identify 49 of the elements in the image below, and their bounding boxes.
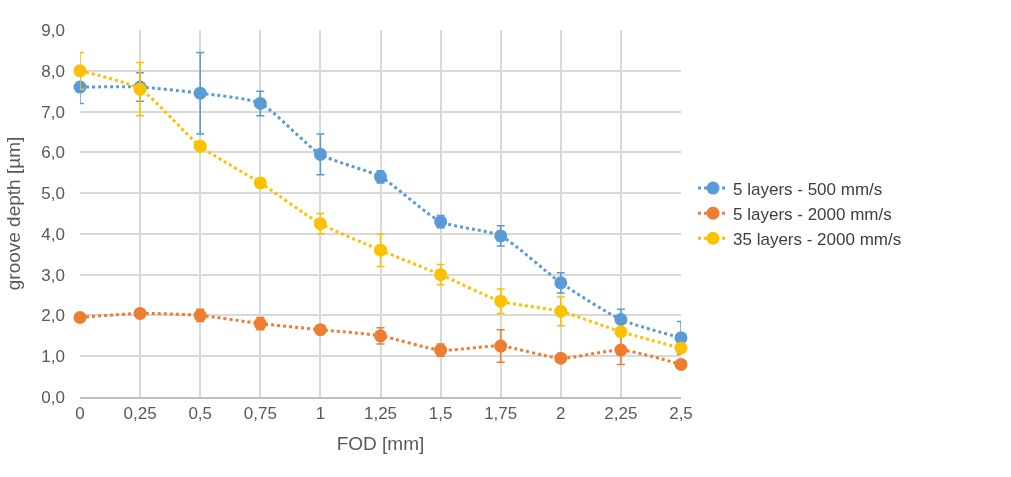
point (614, 325, 628, 339)
legend-label: 35 layers - 2000 mm/s (733, 229, 902, 249)
x-tick-label: 1,25 (363, 404, 398, 424)
y-tick-label: 0,0 (41, 387, 65, 407)
point (193, 86, 207, 100)
point (614, 313, 628, 327)
x-tick-label: 1 (315, 404, 326, 424)
point (253, 96, 267, 110)
point (674, 357, 688, 371)
x-tick-label: 0 (75, 404, 85, 424)
y-tick-label: 6,0 (41, 143, 65, 163)
legend-label: 5 layers - 500 mm/s (733, 179, 883, 199)
point (434, 268, 448, 282)
point (73, 310, 87, 324)
y-tick-label: 7,0 (41, 102, 65, 122)
point (374, 243, 387, 257)
point (614, 343, 628, 357)
point (133, 306, 147, 320)
x-tick-label: 2,25 (604, 404, 638, 424)
x-tick-label: 0,25 (123, 404, 157, 424)
point (73, 64, 87, 78)
x-tick-label: 0,75 (243, 404, 277, 424)
x-tick-label: 2 (556, 404, 566, 424)
x-tick-label: 2,5 (669, 404, 693, 424)
x-tick-label: 1,5 (428, 404, 453, 424)
point (193, 139, 207, 153)
legend-label: 5 layers - 2000 mm/s (733, 204, 892, 224)
point (494, 339, 508, 353)
y-tick-label: 2,0 (41, 306, 65, 326)
y-tick-label: 9,0 (41, 20, 65, 40)
point (313, 147, 327, 161)
point (313, 323, 327, 337)
point (554, 276, 568, 290)
y-tick-label: 4,0 (41, 224, 65, 244)
point (494, 294, 508, 308)
point (494, 229, 508, 243)
y-tick-label: 8,0 (41, 61, 65, 81)
point (554, 351, 568, 365)
y-tick-label: 3,0 (41, 265, 65, 285)
x-tick-label: 1,75 (484, 404, 518, 424)
point (313, 217, 327, 231)
x-axis-title: FOD [mm] (336, 433, 425, 455)
point (253, 176, 267, 190)
x-tick-label: 0,5 (188, 404, 213, 424)
y-axis-title: groove depth [µm] (3, 136, 25, 291)
y-tick-label: 1,0 (41, 347, 65, 367)
y-tick-label: 5,0 (41, 184, 65, 204)
point (554, 304, 568, 318)
point (674, 341, 688, 355)
